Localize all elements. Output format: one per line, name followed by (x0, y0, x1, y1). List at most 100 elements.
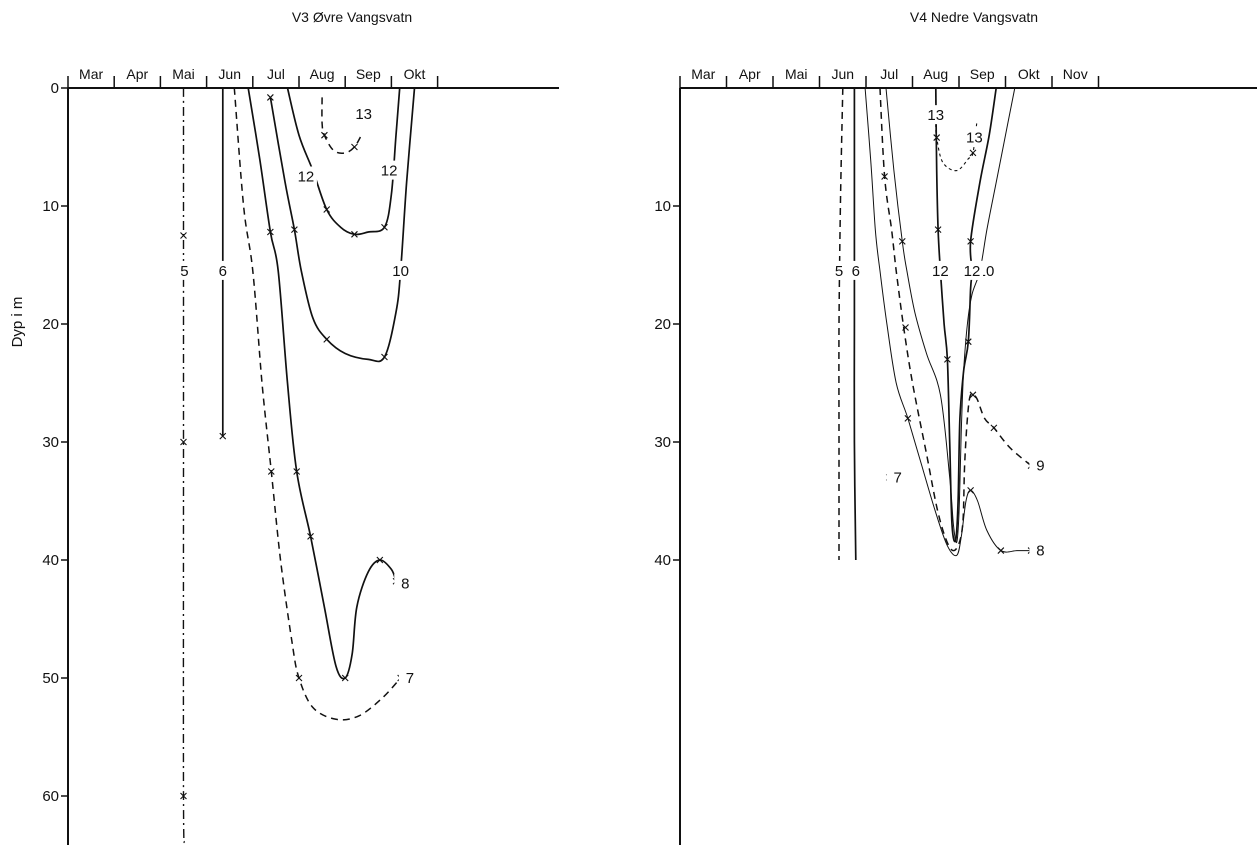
isotherm-13-line (935, 93, 978, 172)
y-axis-title: Dyp i m (9, 297, 26, 348)
x-tick-label: Jun (831, 66, 854, 82)
isotherm-label-background (378, 160, 401, 180)
sample-point-marker (266, 94, 274, 101)
sample-point-marker (381, 223, 388, 231)
isotherm-8-series: 8 (864, 87, 1052, 560)
isotherm-12-label: 12 (964, 263, 981, 280)
sample-point-marker (934, 226, 942, 233)
y-tick-label: 60 (42, 788, 59, 805)
isotherm-9-series: 9 (879, 87, 1052, 552)
sample-point-marker (307, 533, 314, 540)
sample-point-marker (290, 226, 298, 233)
sample-point-marker (997, 547, 1005, 554)
isotherm-13-series: 13 13 (924, 93, 986, 172)
x-tick-label: Mar (79, 66, 103, 82)
isotherm-label-background (389, 260, 412, 280)
sample-point-marker (323, 335, 331, 343)
isotherm-label-background (398, 668, 421, 687)
isotherm-8-series: 8 (247, 87, 417, 682)
isotherm-5-series: 5 (828, 87, 851, 560)
y-tick-label: 30 (42, 434, 59, 451)
x-tick-label: Jul (880, 66, 898, 82)
x-tick-label: Okt (404, 66, 426, 82)
x-tick-label: Sep (356, 66, 381, 82)
sample-point-marker (904, 415, 912, 422)
x-tick-label: Aug (923, 66, 948, 82)
isotherm-label-background (1029, 455, 1052, 475)
x-tick-label: Aug (310, 66, 335, 82)
sample-point-marker (902, 324, 909, 331)
isotherm-8-line (864, 87, 1032, 557)
isotherm-label-background (828, 260, 851, 280)
sample-point-marker (341, 674, 349, 682)
sample-point-marker (266, 228, 274, 236)
sample-point-marker (967, 486, 975, 494)
y-tick-label: 10 (654, 198, 671, 215)
isotherm-13-line (321, 97, 363, 154)
sample-point-marker (969, 149, 977, 157)
isotherm-5-line (838, 87, 844, 560)
isotherm-label-background (929, 260, 952, 280)
x-tick-label: Mar (691, 66, 715, 82)
sample-point-marker (180, 232, 187, 239)
isotherm-9-line (879, 87, 1032, 552)
sample-point-marker (180, 438, 187, 446)
x-tick-label: Mai (785, 66, 808, 82)
isotherm-10-line (269, 87, 416, 363)
panel-v4-nedre-vangsvatn: V4 Nedre Vangsvatn Mar Apr Mai Jun Jul Aug Sep O… (654, 9, 1257, 845)
sample-point-marker (351, 230, 358, 238)
sample-point-marker (321, 131, 328, 139)
sample-point-marker (180, 792, 187, 800)
isotherm-label-background (924, 105, 947, 125)
isotherm-5-line (182, 88, 186, 844)
isotherm-label-background (211, 260, 234, 280)
isotherm-6-label: 6 (852, 263, 860, 280)
x-tick-label: Mai (172, 66, 195, 82)
isotherm-5-series: 5 (173, 88, 196, 844)
isotherm-5-label: 5 (180, 263, 188, 280)
y-tick-label: 40 (654, 552, 671, 569)
sample-point-marker (267, 468, 275, 475)
x-tick-label: Jun (218, 66, 241, 82)
isotherm-6-series: 6 (844, 88, 867, 561)
isotherm-12-label: 12 (381, 163, 398, 180)
sample-point-marker (219, 432, 227, 440)
sample-point-marker (381, 353, 388, 361)
isotherm-label-background (886, 467, 909, 487)
isotherm-13-label: 13 (966, 130, 983, 147)
panel-title: V3 Øvre Vangsvatn (292, 9, 412, 25)
isotherm-10-line (885, 87, 1016, 544)
sample-point-marker (967, 238, 975, 245)
isotherm-label-background (394, 573, 417, 593)
isotherm-9-label: 9 (1036, 458, 1044, 475)
isotherm-label-background (352, 103, 375, 123)
sample-point-marker (881, 173, 888, 180)
y-tick-label: 10 (42, 198, 59, 215)
isotherm-5-label: 5 (835, 263, 843, 280)
isotherm-12-series: 12 12 (286, 87, 401, 238)
isotherm-6-series: 6 (211, 88, 234, 440)
y-tick-label: 0 (51, 80, 59, 97)
x-tick-label: Nov (1063, 66, 1088, 82)
x-tick-label: Apr (126, 66, 148, 82)
isotherm-8-line (247, 87, 397, 680)
x-tick-label: Okt (1018, 66, 1040, 82)
sample-point-marker (295, 674, 303, 682)
sample-point-marker (969, 391, 977, 399)
panel-title: V4 Nedre Vangsvatn (910, 9, 1038, 25)
y-tick-label: 20 (42, 316, 59, 333)
sample-point-marker (943, 356, 951, 363)
sample-point-marker (293, 468, 301, 475)
isotherm-12-line (934, 87, 998, 543)
isotherm-13-label: 13 (927, 107, 944, 124)
isotherm-10-label: 10 (392, 263, 409, 280)
sample-point-marker (376, 556, 384, 564)
sample-point-marker (990, 424, 998, 432)
isotherm-label-background (844, 260, 867, 280)
isotherm-13-label: 13 (355, 106, 372, 123)
x-tick-label: Jul (267, 66, 285, 82)
sample-point-marker (898, 238, 906, 245)
x-tick-label: Sep (970, 66, 995, 82)
sample-point-marker (933, 134, 941, 141)
